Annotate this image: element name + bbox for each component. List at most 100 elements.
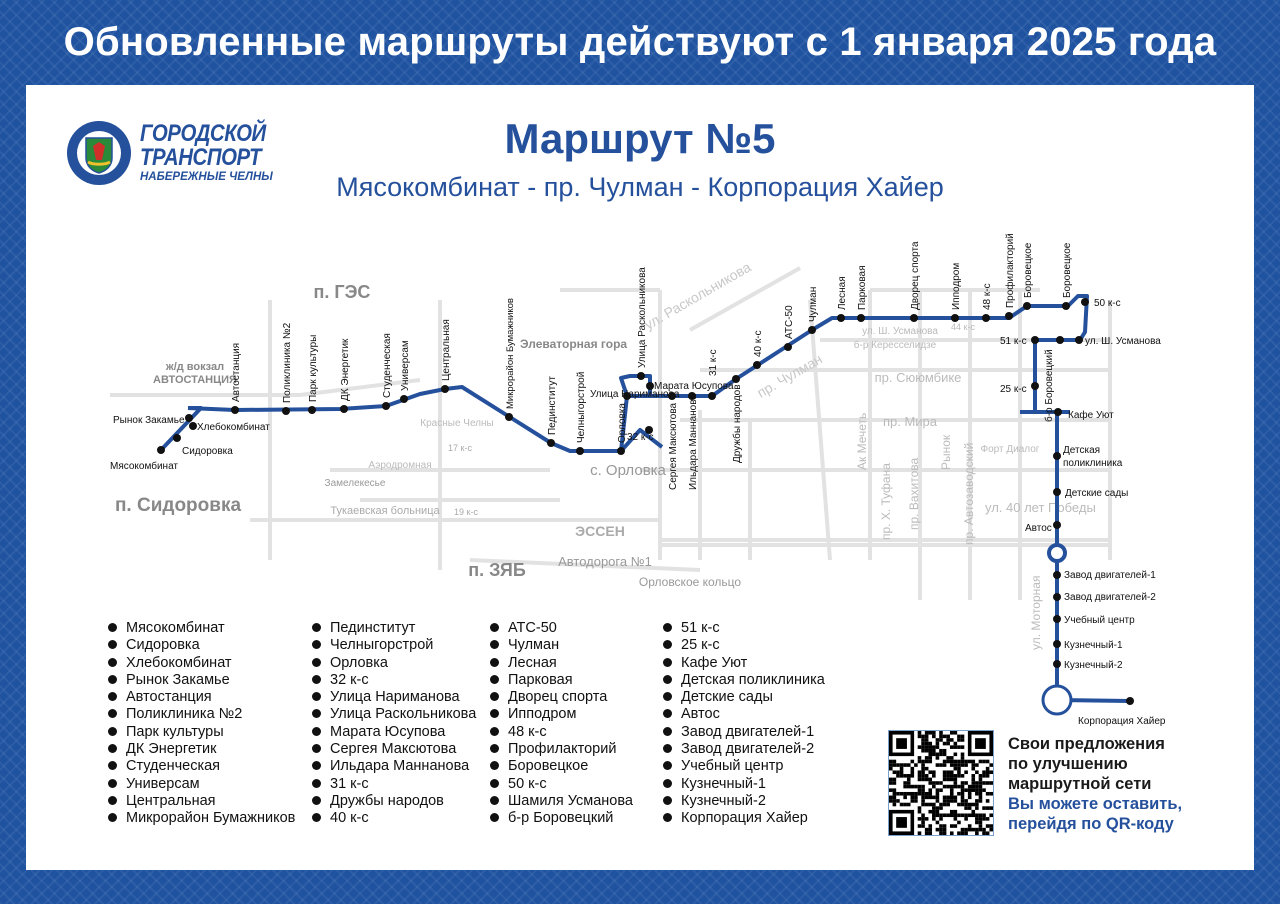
stop-marker[interactable] [1023, 302, 1031, 310]
stop-marker[interactable] [505, 413, 513, 421]
stop-marker[interactable] [382, 402, 390, 410]
stop-label: Сергея Максютова [668, 402, 679, 490]
stop-list-item: Автос [663, 706, 825, 723]
qr-code[interactable] [888, 730, 994, 836]
stop-list-item: Челныгорстрой [312, 637, 476, 654]
stop-marker[interactable] [231, 406, 239, 414]
stop-label: Профилакторий [1004, 233, 1016, 308]
stop-marker[interactable] [1053, 615, 1061, 623]
route-title: Маршрут №5 [504, 115, 776, 162]
stop-marker[interactable] [1053, 521, 1061, 529]
stop-marker[interactable] [1056, 336, 1064, 344]
stop-label: Пединститут [547, 376, 558, 435]
stop-list-column: Мясокомбинат Сидоровка Хлебокомбинат Рынок … [108, 620, 295, 828]
stop-marker[interactable] [837, 314, 845, 322]
map-area-label: Красные Челны [420, 418, 493, 429]
stop-marker[interactable] [1053, 640, 1061, 648]
stop-label: ДК Энергетик [340, 338, 351, 401]
stop-marker[interactable] [173, 434, 181, 442]
stop-list-item: Марата Юсупова [312, 724, 476, 741]
stop-list-item: Завод двигателей-2 [663, 741, 825, 758]
stop-list-item: Кузнечный-2 [663, 793, 825, 810]
stop-label: Ильдара Маннанова [688, 394, 699, 490]
stop-label: 51 к-с [1000, 336, 1027, 347]
stop-marker[interactable] [857, 314, 865, 322]
stop-label: Марата Юсупова [654, 381, 734, 392]
stop-list-item: Лесная [490, 655, 633, 672]
stop-label: АТС-50 [784, 305, 795, 339]
stop-list-item: 25 к-с [663, 637, 825, 654]
stop-list-column: Пединститут Челныгорстрой Орловка 32 к-с Ули… [312, 620, 476, 828]
stop-label: Кузнечный-1 [1064, 640, 1123, 651]
stop-list-item: Парк культуры [108, 724, 295, 741]
stop-marker[interactable] [784, 343, 792, 351]
stop-label: Микрорайон Бумажников [505, 298, 516, 409]
stop-marker[interactable] [547, 439, 555, 447]
stop-marker[interactable] [1053, 571, 1061, 579]
stop-label: Студенческая [382, 333, 393, 398]
city-emblem-icon [67, 121, 131, 185]
stop-marker[interactable] [910, 314, 918, 322]
stop-marker[interactable] [157, 446, 165, 454]
stop-label: Челныгорстрой [576, 372, 587, 443]
stop-list-item: Центральная [108, 793, 295, 810]
map-area-label: п. ГЭС [314, 282, 371, 302]
stop-label: ул. Ш. Усманова [1085, 336, 1161, 347]
header-banner: Обновленные маршруты действуют с 1 январ… [0, 0, 1280, 84]
stop-marker[interactable] [1053, 452, 1061, 460]
stop-marker[interactable] [1053, 660, 1061, 668]
stop-list-item: Детская поликлиника [663, 672, 825, 689]
stop-marker[interactable] [1031, 382, 1039, 390]
stop-marker[interactable] [400, 395, 408, 403]
stop-marker[interactable] [951, 314, 959, 322]
map-area-label: Тукаевская больница [330, 505, 440, 517]
stop-list-item: Боровецкое [490, 758, 633, 775]
feedback-line-2: по улучшению [1008, 755, 1128, 773]
stop-marker[interactable] [708, 392, 716, 400]
stop-marker[interactable] [646, 382, 654, 390]
stop-marker[interactable] [1075, 336, 1083, 344]
stop-marker[interactable] [308, 406, 316, 414]
stop-marker[interactable] [1053, 593, 1061, 601]
stop-marker[interactable] [753, 361, 761, 369]
logo: ГОРОДСКОЙ ТРАНСПОРТ НАБЕРЕЖНЫЕ ЧЕЛНЫ [66, 120, 288, 186]
stop-marker[interactable] [688, 392, 696, 400]
stop-marker[interactable] [668, 392, 676, 400]
stop-marker[interactable] [1081, 298, 1089, 306]
stop-marker[interactable] [1031, 336, 1039, 344]
stop-marker[interactable] [1053, 488, 1061, 496]
stop-label: Поликлиника №2 [282, 322, 293, 403]
stop-list-item: Шамиля Усманова [490, 793, 633, 810]
stop-label: Дворец спорта [910, 241, 921, 310]
stop-label: Орловка [617, 403, 628, 443]
map-area-label: Автодорога №1 [558, 554, 652, 569]
stop-marker[interactable] [340, 405, 348, 413]
stop-marker[interactable] [1126, 697, 1134, 705]
stop-marker[interactable] [617, 447, 625, 455]
stop-label: Парковая [857, 265, 868, 310]
stop-marker[interactable] [1054, 408, 1062, 416]
stop-marker[interactable] [732, 375, 740, 383]
stop-label: Боровецкое [1023, 242, 1034, 298]
stop-marker[interactable] [808, 326, 816, 334]
stop-marker[interactable] [1062, 302, 1070, 310]
stop-label: 50 к-с [1094, 298, 1121, 309]
stop-marker[interactable] [1005, 312, 1013, 320]
stop-marker[interactable] [982, 314, 990, 322]
stop-list-item: 31 к-с [312, 776, 476, 793]
stop-marker[interactable] [282, 407, 290, 415]
stop-marker[interactable] [189, 422, 197, 430]
stop-marker[interactable] [441, 385, 449, 393]
stop-marker[interactable] [576, 447, 584, 455]
stop-label: Ипподром [951, 263, 962, 310]
stop-marker[interactable] [623, 392, 631, 400]
stop-marker[interactable] [637, 372, 645, 380]
stop-label: Автостанция [231, 343, 242, 402]
stop-list-item: Сидоровка [108, 637, 295, 654]
stop-label: Сидоровка [182, 446, 233, 457]
stop-label: Учебный центр [1064, 614, 1135, 626]
stop-marker[interactable] [645, 426, 653, 434]
map-area-label: п. Сидоровка [115, 495, 242, 516]
stop-marker[interactable] [185, 414, 193, 422]
